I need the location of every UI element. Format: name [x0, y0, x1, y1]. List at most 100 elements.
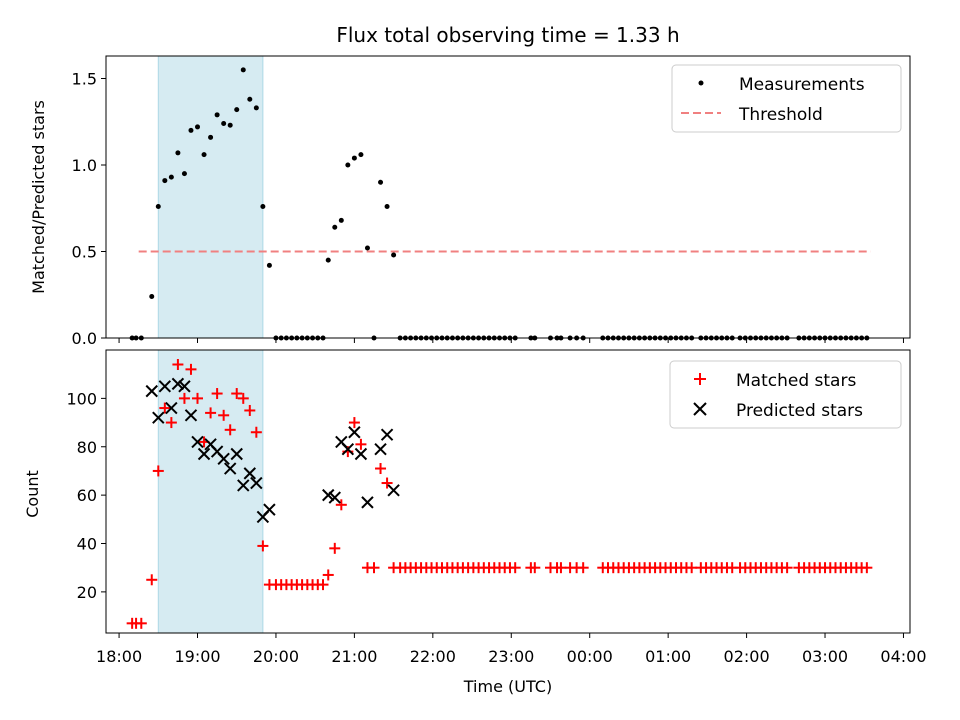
- measurement-point: [338, 217, 344, 223]
- legend-predicted-marker: [693, 402, 707, 416]
- measurement-point: [214, 112, 220, 118]
- matched-star-point: [381, 477, 393, 489]
- matched-star-point: [237, 392, 249, 404]
- predicted-star-point: [145, 384, 158, 398]
- predicted-star-point: [165, 401, 178, 415]
- top-y-tick-label: 1.5: [72, 69, 97, 88]
- top-legend: Measurements Threshold: [671, 64, 902, 133]
- predicted-star-point: [250, 476, 263, 490]
- predicted-star-point: [374, 442, 387, 456]
- measurement-point: [149, 293, 155, 299]
- matched-star-point: [861, 562, 873, 574]
- measurement-point: [358, 152, 364, 158]
- measurement-point: [221, 120, 227, 126]
- bottom-highlight-span: [157, 349, 264, 634]
- matched-star-point: [781, 562, 793, 574]
- matched-star-point: [178, 392, 190, 404]
- x-tick-label: 04:00: [880, 647, 926, 666]
- measurement-point: [201, 152, 207, 158]
- predicted-star-point: [263, 503, 276, 516]
- bottom-legend-box: [669, 360, 902, 429]
- top-axes-frame: [105, 55, 911, 339]
- x-tick-label: 02:00: [724, 647, 770, 666]
- legend-threshold: Threshold: [738, 105, 823, 125]
- matched-star-point: [317, 579, 329, 591]
- measurement-point: [384, 204, 390, 210]
- top-y-tick-label: 0.5: [72, 242, 97, 261]
- measurement-point: [195, 124, 201, 130]
- measurement-point: [345, 162, 351, 168]
- predicted-star-point: [243, 467, 257, 480]
- matched-star-point: [322, 569, 334, 581]
- predicted-star-point: [348, 426, 361, 439]
- matched-star-point: [529, 562, 541, 574]
- predicted-star-point: [328, 491, 341, 504]
- matched-stars-points: [126, 359, 873, 629]
- x-tick-label: 03:00: [802, 647, 848, 666]
- predicted-star-point: [322, 488, 335, 502]
- bottom-y-tick-label: 40: [77, 535, 97, 554]
- matched-star-point: [348, 417, 360, 429]
- measurement-point: [188, 127, 194, 133]
- legend-matched-stars: Matched stars: [736, 371, 856, 391]
- matched-star-point: [205, 407, 217, 419]
- top-y-axis-label: Matched/Predicted stars: [29, 100, 48, 294]
- predicted-star-point: [217, 452, 230, 466]
- x-tick-label: 01:00: [645, 647, 691, 666]
- matched-star-point: [375, 463, 387, 475]
- measurement-point: [168, 174, 174, 180]
- matched-star-point: [224, 424, 236, 436]
- top-highlight-span: [157, 55, 264, 339]
- matched-star-point: [185, 363, 197, 375]
- x-tick-label: 18:00: [96, 647, 142, 666]
- matched-star-point: [329, 542, 341, 554]
- matched-star-point: [250, 426, 262, 438]
- measurement-point: [325, 257, 331, 263]
- predicted-star-point: [387, 484, 400, 497]
- matched-star-point: [165, 417, 177, 429]
- predicted-star-point: [380, 428, 394, 441]
- measurement-point: [155, 204, 161, 210]
- measurement-point: [208, 134, 214, 140]
- x-axis-label: Time (UTC): [463, 677, 552, 696]
- matched-star-point: [192, 392, 204, 404]
- predicted-star-point: [354, 447, 368, 461]
- measurement-point: [247, 96, 253, 102]
- predicted-star-point: [171, 377, 185, 391]
- bottom-x-ticks: 18:00 19:00 20:00 21:00 22:00 23:00 00:00 01:00…: [96, 633, 927, 666]
- legend-matched-marker: [694, 373, 706, 385]
- matched-star-point: [146, 574, 158, 586]
- bottom-y-axis-label: Count: [23, 470, 42, 518]
- chart-title: Flux total observing time = 1.33 h: [336, 23, 679, 47]
- measurement-point: [253, 105, 259, 111]
- bottom-y-tick-label: 20: [77, 583, 97, 602]
- x-tick-label: 23:00: [488, 647, 534, 666]
- top-legend-box: [671, 64, 902, 133]
- measurement-point: [181, 171, 187, 177]
- matched-star-point: [152, 465, 164, 477]
- measurement-point: [378, 179, 384, 185]
- x-tick-label: 20:00: [253, 647, 299, 666]
- count-panel: 20 40 60 80 100 18:00 19:00 20:00 21:00 22:00 23:…: [23, 349, 927, 696]
- top-y-tick-label: 0.0: [72, 329, 97, 348]
- ratio-panel: 0.0 0.5 1.0 1.5 Flux total observing time =…: [29, 23, 911, 348]
- measurement-point: [234, 107, 240, 113]
- matched-star-point: [211, 388, 223, 400]
- predicted-star-point: [237, 479, 250, 492]
- bottom-legend: Matched stars Predicted stars: [669, 360, 902, 429]
- top-y-tick-label: 1.0: [72, 156, 97, 175]
- bottom-y-tick-label: 80: [77, 438, 97, 457]
- top-x-ticks: [118, 338, 904, 343]
- matched-star-point: [231, 388, 243, 400]
- measurement-point: [162, 178, 168, 184]
- predicted-star-point: [223, 462, 237, 475]
- bottom-y-ticks: 20 40 60 80 100: [66, 389, 106, 602]
- predicted-star-point: [152, 411, 165, 424]
- legend-measurement-marker: [698, 80, 704, 86]
- matched-star-point: [257, 540, 269, 552]
- measurement-point: [332, 224, 338, 230]
- matched-star-point: [218, 409, 230, 421]
- measurement-point: [240, 67, 246, 73]
- matched-star-point: [172, 359, 184, 371]
